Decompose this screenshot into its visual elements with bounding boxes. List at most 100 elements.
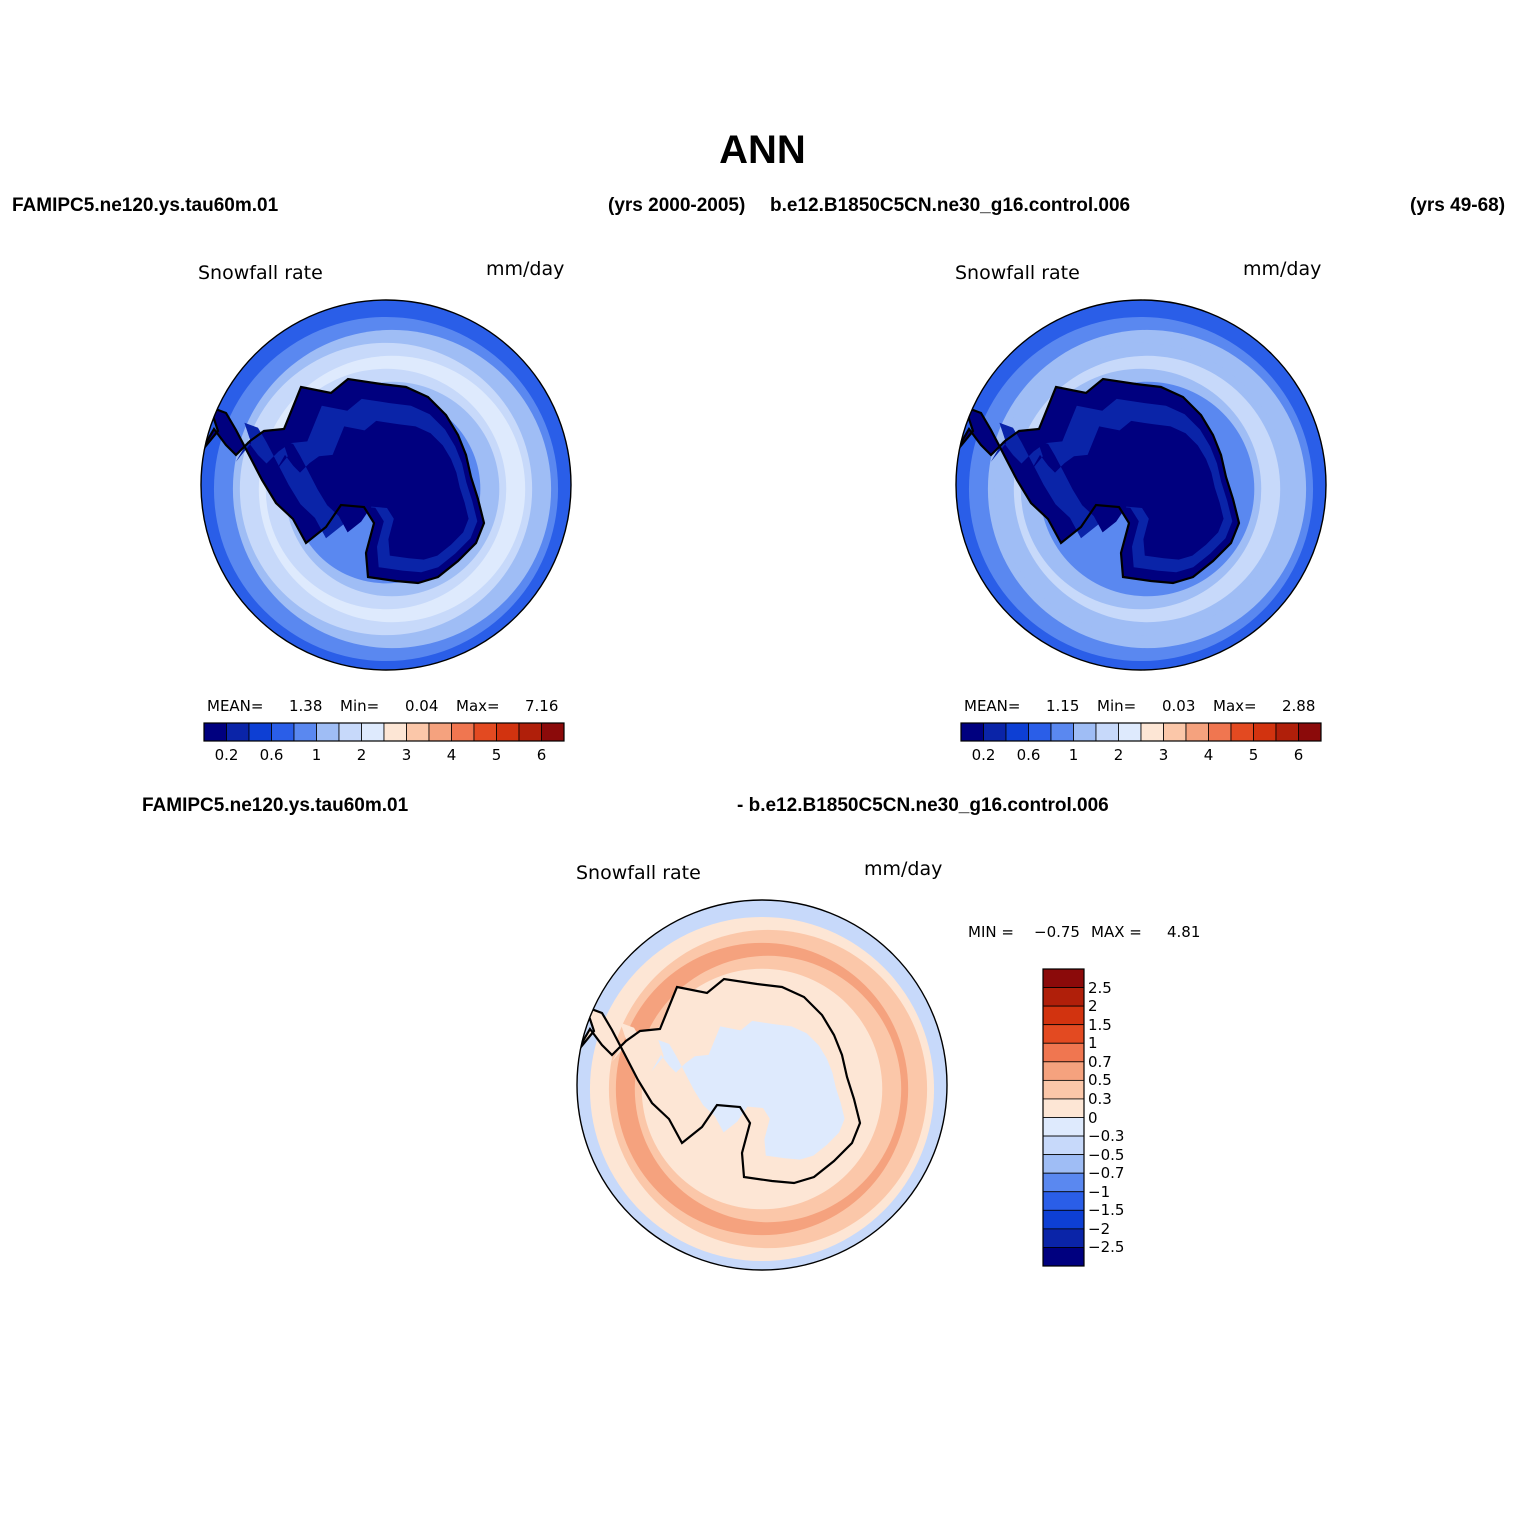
panel2-mean-label: MEAN= — [964, 697, 1021, 715]
panel2-variable: Snowfall rate — [955, 262, 1080, 284]
colorbar-tick-label: 4 — [446, 746, 457, 764]
panel3-units: mm/day — [864, 858, 943, 880]
map-panel-2 — [955, 299, 1327, 671]
colorbar-swatch — [1118, 722, 1142, 742]
colorbar-tick-label: 2 — [356, 746, 367, 764]
colorbar-tick-label: −1 — [1088, 1182, 1111, 1201]
colorbar-panel-3 — [1042, 968, 1085, 1267]
colorbar-swatch — [1028, 722, 1052, 742]
colorbar-swatch — [271, 722, 295, 742]
panel2-max-label: Max= — [1213, 697, 1257, 715]
panel2-max-value: 2.88 — [1282, 697, 1316, 715]
colorbar-swatch — [383, 722, 407, 742]
colorbar-tick-label: 0.7 — [1088, 1052, 1112, 1071]
colorbar-tick-label: 0 — [1088, 1108, 1098, 1127]
colorbar-tick-label: 0.2 — [971, 746, 996, 764]
colorbar-tick-label: 0.5 — [1088, 1071, 1112, 1090]
colorbar-swatch — [1140, 722, 1164, 742]
colorbar-swatch — [1163, 722, 1187, 742]
panel3-max-label: MAX = — [1091, 923, 1142, 941]
colorbar-tick-label: 0.6 — [259, 746, 284, 764]
colorbar-swatch — [1042, 1135, 1085, 1156]
colorbar-frame — [1042, 968, 1085, 1267]
colorbar-swatch — [1042, 1024, 1085, 1044]
colorbar-tick-label: 0.6 — [1016, 746, 1041, 764]
control-case-name: b.e12.B1850C5CN.ne30_g16.control.006 — [770, 195, 1131, 216]
colorbar-frame — [203, 722, 565, 742]
colorbar-tick-label: −2.5 — [1088, 1238, 1125, 1257]
panel3-min-label: MIN = — [968, 923, 1014, 941]
panel2-min-value: 0.03 — [1162, 697, 1196, 715]
colorbar-swatch — [960, 722, 984, 742]
colorbar-swatch — [1042, 1209, 1085, 1230]
colorbar-swatch — [518, 722, 542, 742]
colorbar-swatch — [248, 722, 272, 742]
panel3-min-value: −0.75 — [1034, 923, 1080, 941]
colorbar-swatch — [1042, 987, 1085, 1007]
colorbar-tick-label: 1 — [1068, 746, 1079, 764]
colorbar-tick-label: −2 — [1088, 1219, 1111, 1238]
colorbar-swatch — [1042, 1061, 1085, 1081]
continent-contour — [651, 1020, 845, 1160]
colorbar-swatch — [983, 722, 1007, 742]
colorbar-swatch — [338, 722, 362, 742]
panel2-min-label: Min= — [1097, 697, 1137, 715]
colorbar-swatch — [1042, 1172, 1085, 1193]
colorbar-swatch — [1298, 722, 1322, 742]
colorbar-swatch — [496, 722, 520, 742]
colorbar-tick-label: 1 — [1088, 1034, 1098, 1053]
colorbar-swatch — [1042, 1228, 1085, 1248]
panel3-variable: Snowfall rate — [576, 862, 701, 884]
figure-title: ANN — [719, 128, 806, 172]
colorbar-swatch — [1005, 722, 1029, 742]
continent-contour — [275, 420, 469, 560]
panel2-units: mm/day — [1243, 258, 1322, 280]
colorbar-tick-label: 6 — [536, 746, 547, 764]
colorbar-swatch — [226, 722, 250, 742]
colorbar-swatch — [316, 722, 340, 742]
test-case-name: FAMIPC5.ne120.ys.tau60m.01 — [12, 195, 279, 216]
panel1-variable: Snowfall rate — [198, 262, 323, 284]
panel1-units: mm/day — [486, 258, 565, 280]
diff-case-left: FAMIPC5.ne120.ys.tau60m.01 — [142, 795, 409, 816]
colorbar-tick-label: 2 — [1113, 746, 1124, 764]
colorbar-swatch — [1042, 1042, 1085, 1063]
colorbar-tick-label: 5 — [1248, 746, 1259, 764]
test-case-years: (yrs 2000-2005) — [608, 195, 746, 216]
colorbar-swatch — [1230, 722, 1254, 742]
colorbar-swatch — [428, 722, 452, 742]
colorbar-tick-label: −0.5 — [1088, 1145, 1125, 1164]
colorbar-tick-label: 1.5 — [1088, 1015, 1112, 1034]
map-boundary — [200, 299, 572, 671]
colorbar-swatch — [451, 722, 475, 742]
panel2-mean-value: 1.15 — [1046, 697, 1080, 715]
colorbar-swatch — [1185, 722, 1209, 742]
map-panel-1 — [200, 299, 572, 671]
colorbar-panel-1 — [203, 722, 565, 742]
colorbar-tick-label: 0.2 — [214, 746, 239, 764]
colorbar-tick-label: 0.3 — [1088, 1089, 1112, 1108]
colorbar-swatch — [1042, 1098, 1085, 1118]
colorbar-swatch — [1042, 1191, 1085, 1211]
colorbar-swatch — [203, 722, 227, 742]
panel1-max-value: 7.16 — [525, 697, 559, 715]
colorbar-swatch — [1042, 968, 1085, 988]
colorbar-swatch — [1073, 722, 1097, 742]
colorbar-tick-label: 2 — [1088, 997, 1098, 1016]
colorbar-swatch — [1253, 722, 1277, 742]
colorbar-tick-label: −0.7 — [1088, 1164, 1125, 1183]
colorbar-swatch — [1050, 722, 1074, 742]
colorbar-swatch — [1208, 722, 1232, 742]
control-case-years: (yrs 49-68) — [1410, 195, 1506, 216]
colorbar-swatch — [293, 722, 317, 742]
colorbar-tick-label: 4 — [1203, 746, 1214, 764]
panel1-max-label: Max= — [456, 697, 500, 715]
panel1-min-value: 0.04 — [405, 697, 439, 715]
map-boundary — [955, 299, 1327, 671]
continent-contour — [1030, 420, 1224, 560]
colorbar-tick-label: −1.5 — [1088, 1201, 1125, 1220]
colorbar-swatch — [1042, 1247, 1085, 1267]
colorbar-tick-label: 3 — [401, 746, 412, 764]
